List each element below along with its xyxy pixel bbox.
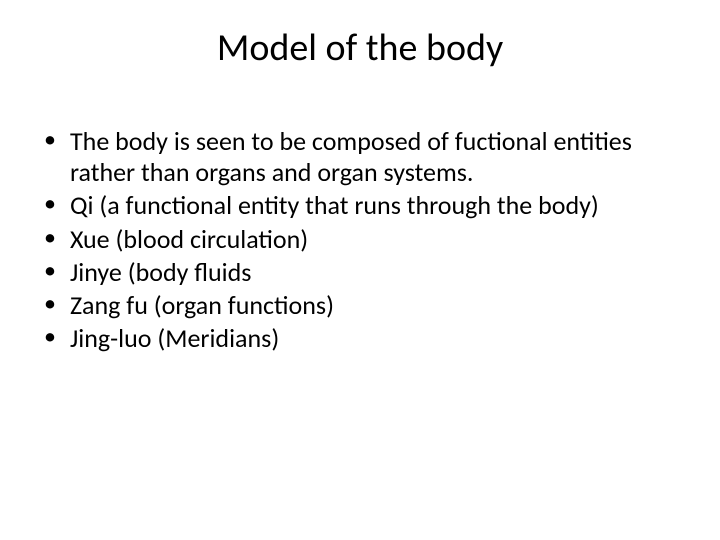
slide-container: Model of the body The body is seen to be… [0,0,720,540]
list-item: The body is seen to be composed of fucti… [40,126,690,188]
bullet-list: The body is seen to be composed of fucti… [30,126,690,354]
slide-title: Model of the body [30,25,690,71]
list-item: Jinye (body fluids [40,257,690,288]
list-item: Zang fu (organ functions) [40,290,690,321]
list-item: Qi (a functional entity that runs throug… [40,190,690,221]
list-item: Jing-luo (Meridians) [40,323,690,354]
list-item: Xue (blood circulation) [40,224,690,255]
